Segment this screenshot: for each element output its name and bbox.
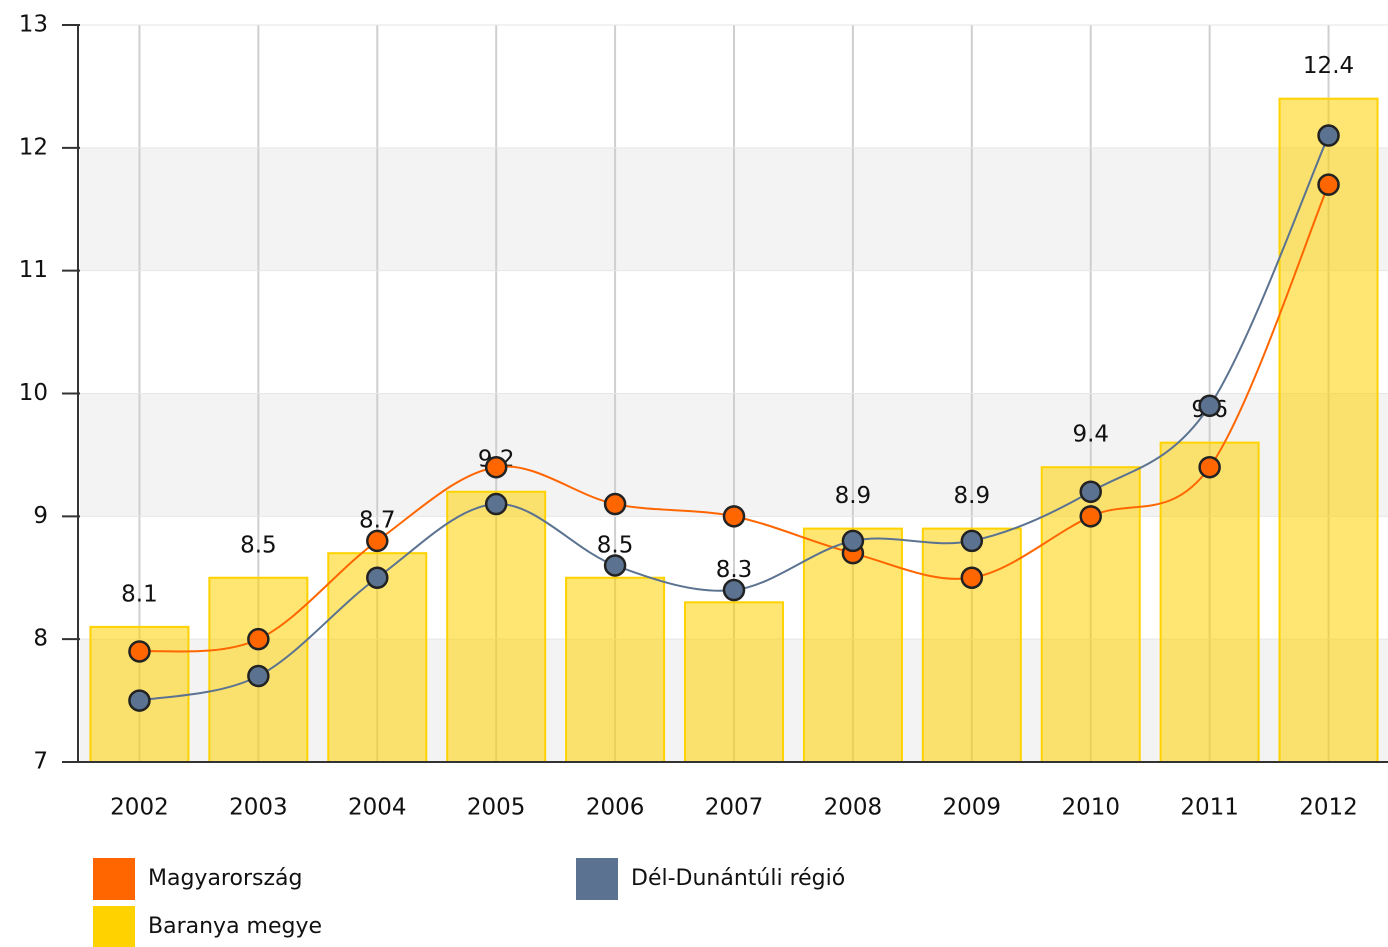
data-label: 8.9 xyxy=(835,483,872,509)
data-label: 8.9 xyxy=(954,483,991,509)
x-tick-label: 2008 xyxy=(824,795,883,821)
line xyxy=(139,184,1330,653)
x-tick-label: 2007 xyxy=(705,795,764,821)
point xyxy=(366,529,389,553)
point xyxy=(603,554,627,577)
bar xyxy=(684,601,784,763)
data-label: 12.4 xyxy=(1303,53,1354,79)
point xyxy=(841,529,865,553)
legend-label: Magyarország xyxy=(148,866,302,891)
y-tick-label: 10 xyxy=(19,380,48,406)
data-label: 8.1 xyxy=(121,581,158,607)
point xyxy=(722,505,746,528)
y-tick-label: 7 xyxy=(33,749,48,775)
point xyxy=(1198,394,1221,418)
y-tick-label: 9 xyxy=(33,503,48,529)
point xyxy=(960,566,984,589)
point xyxy=(247,664,270,688)
legend-swatch xyxy=(93,858,135,900)
x-tick-label: 2004 xyxy=(348,795,407,821)
point xyxy=(1079,505,1102,528)
y-tick-label: 12 xyxy=(19,134,48,160)
x-tick-label: 2005 xyxy=(467,795,526,821)
x-tick-label: 2003 xyxy=(229,795,288,821)
point xyxy=(247,627,270,651)
point xyxy=(366,566,389,589)
bar xyxy=(1278,97,1379,763)
point xyxy=(128,640,151,663)
point xyxy=(484,455,508,479)
bar xyxy=(1159,441,1260,763)
x-tick-label: 2011 xyxy=(1180,795,1239,821)
x-tick-label: 2012 xyxy=(1299,795,1358,821)
point xyxy=(1317,124,1340,147)
point xyxy=(484,492,508,516)
point xyxy=(960,529,984,553)
legend-label: Dél-Dunántúli régió xyxy=(631,866,845,891)
x-tick-label: 2002 xyxy=(110,795,169,821)
data-label: 8.5 xyxy=(597,532,634,558)
legend-swatch xyxy=(576,858,618,900)
point xyxy=(128,689,151,712)
point xyxy=(1317,173,1340,196)
point xyxy=(603,492,627,516)
point xyxy=(1079,480,1102,504)
data-label: 8.7 xyxy=(359,508,396,534)
point xyxy=(1198,455,1221,479)
legend-swatch xyxy=(93,906,135,947)
data-label: 8.3 xyxy=(716,557,753,583)
bar xyxy=(565,576,666,763)
data-label: 8.5 xyxy=(240,532,277,558)
bar xyxy=(921,527,1022,763)
bar xyxy=(802,527,903,763)
x-tick-label: 2006 xyxy=(586,795,645,821)
x-tick-label: 2009 xyxy=(943,795,1002,821)
data-label: 9.4 xyxy=(1072,422,1109,448)
x-tick-label: 2010 xyxy=(1061,795,1120,821)
legend-label: Baranya megye xyxy=(148,914,322,939)
y-tick-label: 8 xyxy=(33,626,48,652)
y-tick-label: 13 xyxy=(19,12,48,38)
point xyxy=(722,578,746,602)
y-tick-label: 11 xyxy=(19,257,48,283)
bar xyxy=(446,490,547,763)
